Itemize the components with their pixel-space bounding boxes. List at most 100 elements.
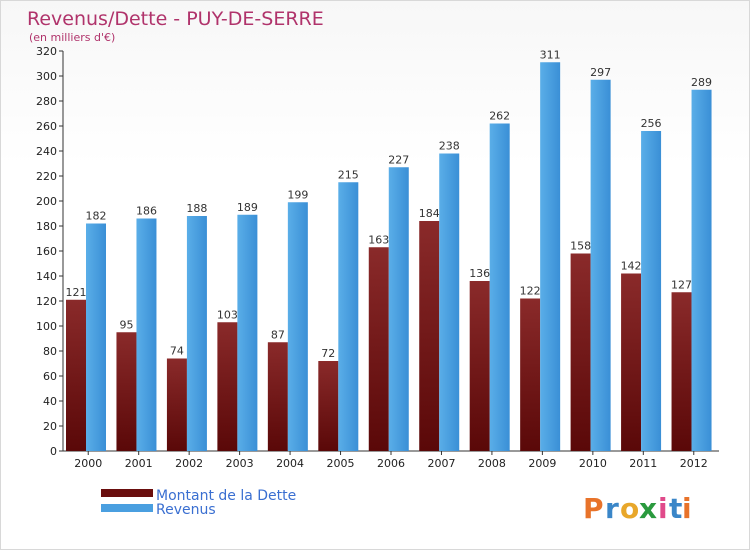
bar-revenus — [388, 167, 409, 451]
bar-debt — [318, 361, 339, 451]
legend-swatch-debt — [101, 489, 153, 497]
y-tick-label: 100 — [36, 320, 57, 333]
x-tick-label: 2010 — [579, 457, 607, 470]
data-label-revenus: 238 — [439, 140, 460, 153]
bar-debt — [267, 342, 288, 451]
data-label-revenus: 289 — [691, 76, 712, 89]
bar-debt — [368, 247, 389, 451]
y-tick-label: 200 — [36, 195, 57, 208]
data-label-debt: 95 — [119, 318, 133, 331]
data-label-revenus: 199 — [287, 188, 308, 201]
bar-debt — [66, 299, 86, 451]
data-label-revenus: 227 — [388, 153, 409, 166]
y-tick-label: 80 — [43, 345, 57, 358]
legend-swatch-revenus — [101, 504, 153, 512]
bar-debt — [166, 358, 187, 451]
bar-debt — [570, 253, 591, 451]
y-tick-label: 280 — [36, 95, 57, 108]
bars: 121 182 95 186 74 188 103 189 87 199 72 215 163 227 18… — [66, 48, 712, 451]
bar-revenus — [641, 131, 662, 451]
x-tick-label: 2008 — [478, 457, 506, 470]
logo-letter: t — [669, 492, 682, 525]
logo-letter: i — [658, 492, 668, 525]
y-tick-label: 320 — [36, 45, 57, 58]
x-tick-label: 2003 — [226, 457, 254, 470]
bar-revenus — [186, 216, 207, 451]
legend: Montant de la Dette Revenus — [101, 488, 296, 518]
bar-debt — [520, 298, 541, 451]
logo-letter: P — [583, 492, 604, 525]
data-label-revenus: 189 — [237, 201, 258, 214]
data-label-revenus: 311 — [540, 48, 561, 61]
bar-revenus — [136, 218, 157, 451]
y-tick-label: 180 — [36, 220, 57, 233]
bar-debt — [621, 273, 642, 451]
bar-revenus — [590, 79, 611, 451]
bar-debt — [217, 322, 238, 451]
x-tick-label: 2006 — [377, 457, 405, 470]
x-tick-label: 2000 — [74, 457, 102, 470]
data-label-revenus: 262 — [489, 110, 510, 123]
bar-revenus — [691, 89, 712, 451]
data-label-revenus: 186 — [136, 205, 157, 218]
data-label-revenus: 297 — [590, 66, 611, 79]
y-tick-label: 240 — [36, 145, 57, 158]
y-tick-label: 0 — [50, 445, 57, 458]
x-tick-label: 2004 — [276, 457, 304, 470]
data-label-revenus: 188 — [186, 202, 207, 215]
y-tick-label: 140 — [36, 270, 57, 283]
bar-revenus — [489, 123, 510, 451]
y-tick-label: 120 — [36, 295, 57, 308]
y-tick-label: 300 — [36, 70, 57, 83]
axes: 0 20 40 60 80 100 120 140 160 180 200 220 240 260 280 3… — [36, 45, 719, 470]
x-tick-label: 2011 — [629, 457, 657, 470]
y-tick-label: 60 — [43, 370, 57, 383]
x-tick-label: 2007 — [427, 457, 455, 470]
data-label-debt: 121 — [66, 286, 87, 299]
bar-debt — [671, 292, 692, 451]
data-label-debt: 74 — [170, 345, 184, 358]
data-label-debt: 184 — [419, 207, 440, 220]
bar-revenus — [540, 62, 561, 451]
bar-revenus — [287, 202, 308, 451]
y-tick-label: 20 — [43, 420, 57, 433]
data-label-debt: 163 — [368, 233, 389, 246]
x-tick-label: 2012 — [680, 457, 708, 470]
bar-debt — [469, 281, 490, 451]
logo-letter: o — [620, 492, 639, 525]
data-label-debt: 87 — [271, 328, 285, 341]
bar-revenus — [86, 223, 106, 451]
data-label-debt: 142 — [621, 260, 642, 273]
x-tick-label: 2005 — [327, 457, 355, 470]
chart-title: Revenus/Dette - PUY-DE-SERRE — [27, 8, 324, 30]
y-tick-label: 260 — [36, 120, 57, 133]
x-tick-label: 2001 — [125, 457, 153, 470]
legend-label-revenus: Revenus — [156, 502, 216, 518]
data-label-revenus: 256 — [641, 117, 662, 130]
bar-revenus — [237, 214, 258, 451]
x-tick-label: 2002 — [175, 457, 203, 470]
logo-letter: x — [639, 492, 657, 525]
y-tick-label: 220 — [36, 170, 57, 183]
x-tick-label: 2009 — [528, 457, 556, 470]
logo-letter: r — [605, 492, 619, 525]
data-label-debt: 158 — [570, 240, 591, 253]
data-label-debt: 103 — [217, 308, 238, 321]
data-label-debt: 122 — [520, 285, 541, 298]
y-tick-label: 40 — [43, 395, 57, 408]
data-label-debt: 127 — [671, 278, 692, 291]
bar-revenus — [338, 182, 359, 451]
data-label-debt: 136 — [469, 267, 490, 280]
chart-subtitle: (en milliers d'€) — [29, 31, 115, 44]
data-label-revenus: 182 — [86, 210, 107, 223]
bar-debt — [116, 332, 137, 451]
logo-letter: i — [682, 492, 692, 525]
legend-label-debt: Montant de la Dette — [156, 488, 296, 504]
bar-revenus — [439, 153, 460, 451]
data-label-revenus: 215 — [338, 168, 359, 181]
y-tick-label: 160 — [36, 245, 57, 258]
bar-debt — [419, 221, 440, 451]
